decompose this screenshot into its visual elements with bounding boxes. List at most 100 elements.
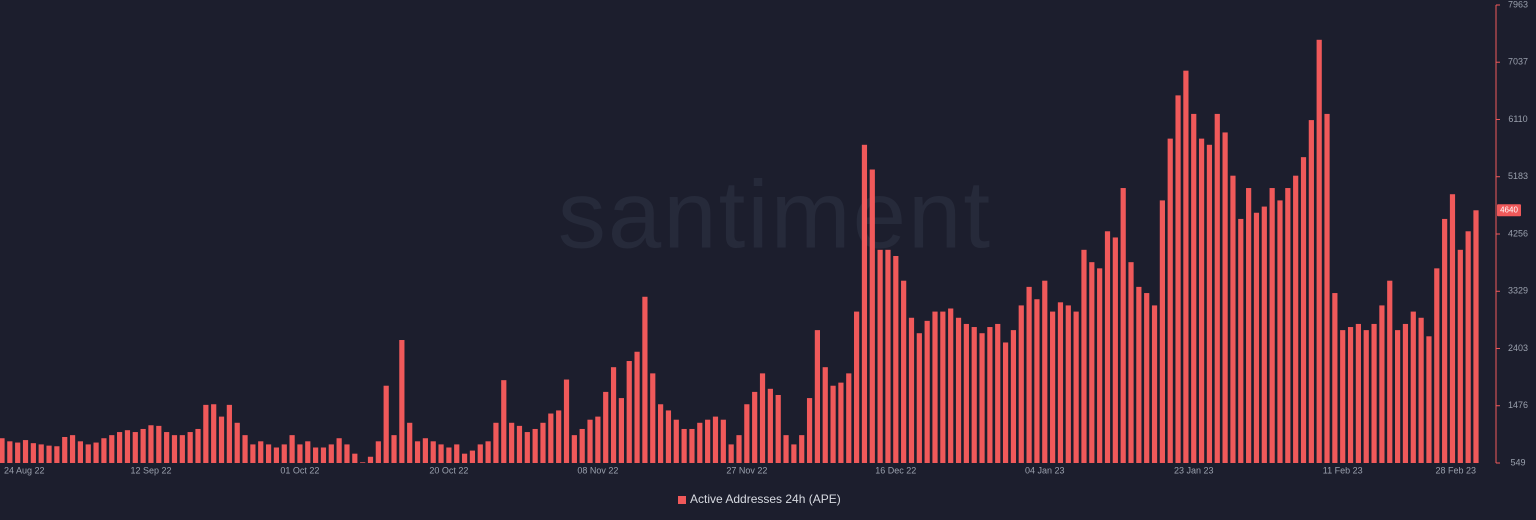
- bar: [916, 333, 922, 463]
- bar: [124, 430, 131, 463]
- bar: [759, 373, 766, 463]
- bar: [1151, 305, 1158, 463]
- bar: [38, 444, 44, 463]
- bar: [1426, 336, 1432, 463]
- bar: [540, 422, 546, 463]
- bar: [1379, 305, 1385, 463]
- bar: [689, 428, 695, 463]
- bar: [634, 351, 640, 463]
- bar: [1308, 120, 1314, 464]
- bar: [77, 441, 84, 463]
- bar: [477, 444, 483, 463]
- bar: [1065, 305, 1071, 463]
- bar: [1010, 330, 1017, 463]
- y-tick-label: 7037: [1508, 57, 1528, 67]
- y-tick-label: 549: [1510, 457, 1525, 467]
- bar: [1183, 70, 1189, 464]
- bar: [485, 441, 491, 463]
- bar: [289, 435, 295, 463]
- bar: [195, 428, 201, 463]
- bar: [1136, 286, 1142, 463]
- bar: [705, 419, 711, 463]
- bar: [101, 438, 107, 463]
- bar: [963, 323, 969, 463]
- bar: [1214, 113, 1220, 463]
- bar: [399, 340, 405, 463]
- bar: [360, 462, 366, 463]
- bar: [1089, 262, 1095, 463]
- bar: [869, 169, 875, 463]
- bar: [657, 404, 664, 463]
- x-tick-label: 27 Nov 22: [726, 465, 767, 475]
- bar: [744, 404, 750, 463]
- bar: [226, 404, 232, 463]
- bar: [509, 422, 515, 463]
- bar: [273, 447, 280, 463]
- bar: [814, 330, 821, 463]
- bar: [0, 438, 5, 463]
- bar: [1206, 144, 1213, 463]
- bar: [69, 435, 76, 463]
- bar: [775, 394, 781, 463]
- bar: [93, 442, 99, 463]
- bar: [948, 308, 954, 463]
- bar: [1034, 299, 1040, 463]
- bar: [673, 419, 679, 463]
- bar: [258, 441, 264, 463]
- bar: [1449, 194, 1456, 463]
- bar: [140, 428, 146, 463]
- bar: [1112, 237, 1118, 463]
- y-tick-label: 5183: [1508, 171, 1528, 181]
- bar: [179, 435, 185, 463]
- y-tick-label: 7963: [1508, 0, 1528, 9]
- bar: [579, 428, 585, 463]
- bar: [344, 444, 350, 463]
- bar: [1128, 262, 1134, 463]
- bar: [971, 327, 977, 463]
- bar: [501, 380, 507, 463]
- bar: [932, 311, 938, 463]
- y-tick-label: 4256: [1508, 228, 1528, 238]
- bar: [375, 441, 381, 463]
- bar: [438, 444, 444, 463]
- bar: [1191, 113, 1197, 463]
- bar: [367, 456, 374, 463]
- bar: [1324, 113, 1330, 463]
- bar: [148, 425, 154, 463]
- bar: [85, 444, 91, 463]
- bar: [1253, 212, 1260, 463]
- bar: [352, 453, 358, 463]
- bar: [563, 379, 570, 463]
- bar: [532, 428, 538, 463]
- bar: [46, 445, 52, 463]
- bar: [752, 391, 758, 463]
- bar: [1371, 323, 1377, 463]
- last-value-badge: [1497, 204, 1521, 217]
- bar: [799, 435, 805, 463]
- bar: [218, 416, 225, 463]
- watermark: santiment: [558, 161, 992, 268]
- bar: [979, 333, 985, 463]
- bar: [187, 432, 193, 463]
- bar: [995, 323, 1001, 463]
- bar: [618, 398, 624, 463]
- bar: [297, 444, 303, 463]
- bar: [1198, 138, 1205, 463]
- legend-label: Active Addresses 24h (APE): [690, 492, 841, 506]
- x-tick-label: 01 Oct 22: [280, 465, 319, 475]
- bar: [681, 428, 687, 463]
- bar: [171, 435, 178, 463]
- bar: [1347, 327, 1354, 463]
- bar: [1418, 317, 1424, 463]
- bar: [454, 444, 460, 463]
- x-tick-label: 04 Jan 23: [1025, 465, 1065, 475]
- bar: [1316, 39, 1322, 464]
- bar: [1363, 330, 1369, 463]
- bar: [132, 432, 138, 463]
- bar: [1167, 138, 1173, 463]
- bar: [908, 317, 915, 463]
- bar: [234, 422, 240, 463]
- bar: [62, 436, 68, 463]
- bar: [430, 441, 436, 463]
- bar: [1057, 302, 1064, 463]
